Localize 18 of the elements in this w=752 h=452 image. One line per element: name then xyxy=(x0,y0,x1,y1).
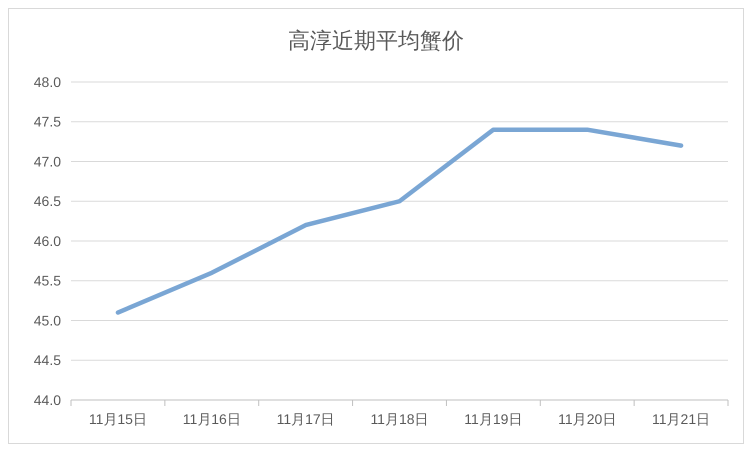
x-tick-label: 11月17日 xyxy=(276,411,335,427)
y-tick-label: 44.5 xyxy=(34,352,62,368)
line-series xyxy=(116,127,684,315)
y-tick-label: 47.0 xyxy=(34,153,62,170)
x-tick-label: 11月15日 xyxy=(88,411,147,427)
x-tick-label: 11月21日 xyxy=(652,411,710,427)
x-tick-label: 11月19日 xyxy=(464,411,522,427)
x-tick-label: 11月20日 xyxy=(558,411,616,427)
y-tick-label: 44.0 xyxy=(34,392,62,408)
x-tick-label: 11月18日 xyxy=(370,411,429,427)
y-tick-label: 48.0 xyxy=(34,74,62,90)
y-tick-label: 47.5 xyxy=(34,114,62,130)
y-tick-label: 46.5 xyxy=(34,193,62,210)
y-tick-label: 46.0 xyxy=(34,232,62,249)
y-tick-label: 45.5 xyxy=(34,272,62,289)
y-tick-label: 45.0 xyxy=(34,312,62,328)
chart-title: 高淳近期平均蟹价 xyxy=(288,28,464,53)
x-tick-label: 11月16日 xyxy=(182,411,241,427)
